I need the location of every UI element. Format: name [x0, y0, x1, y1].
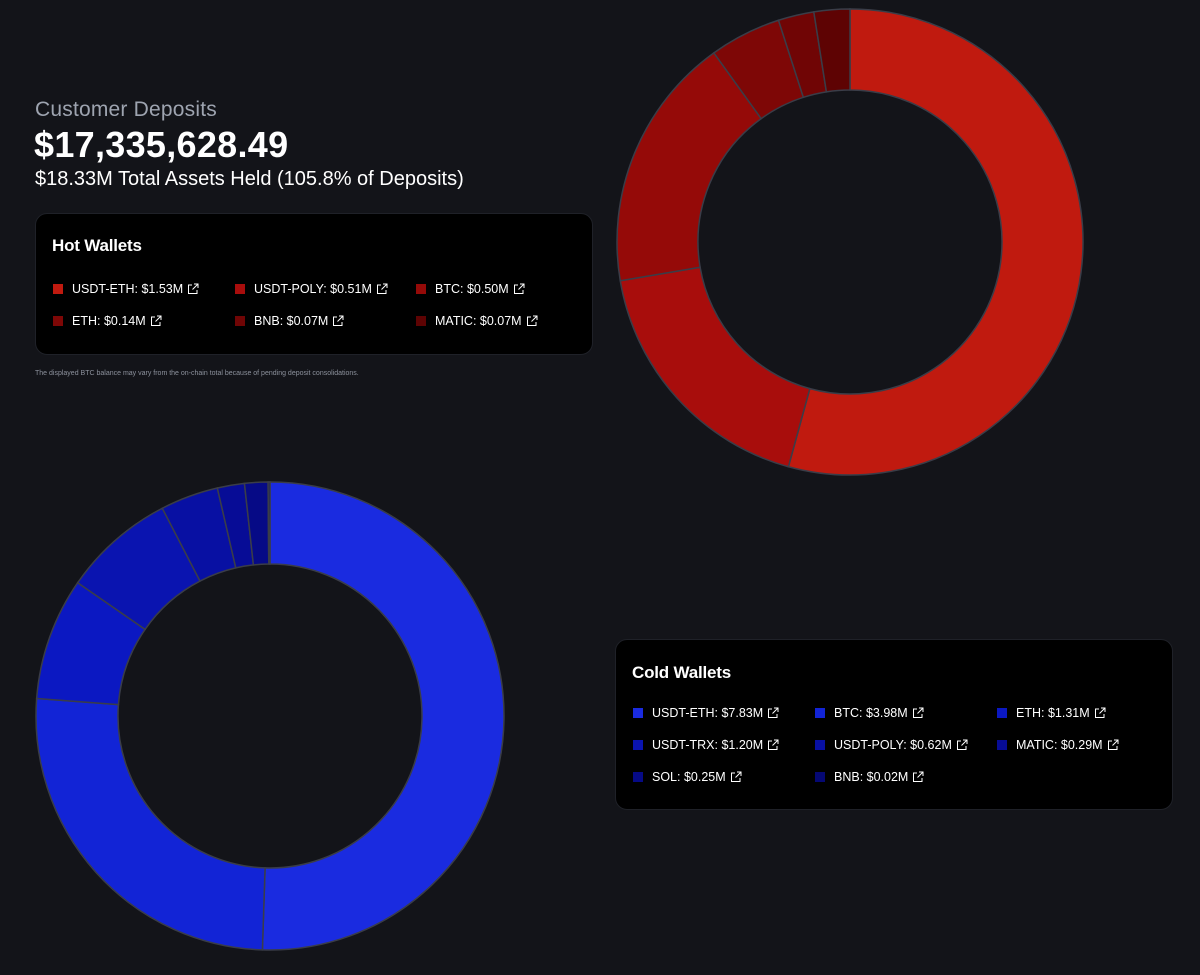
hot-wallets-legend: USDT-ETH: $1.53M USDT-POLY: $0.51M BTC: $0… — [53, 273, 576, 337]
external-link-icon[interactable] — [150, 315, 162, 327]
legend-item[interactable]: USDT-TRX: $1.20M — [633, 729, 815, 761]
legend-label: USDT-ETH: $1.53M — [72, 282, 184, 296]
legend-label: ETH: $0.14M — [72, 314, 146, 328]
legend-swatch — [416, 316, 426, 326]
legend-label: BNB: $0.02M — [834, 770, 909, 784]
external-link-icon[interactable] — [956, 739, 968, 751]
legend-label: SOL: $0.25M — [652, 770, 726, 784]
legend-swatch — [235, 316, 245, 326]
legend-swatch — [235, 284, 245, 294]
donut-slice-bnb[interactable] — [267, 481, 271, 565]
legend-item[interactable]: BNB: $0.02M — [815, 761, 997, 793]
legend-label: MATIC: $0.29M — [1016, 738, 1103, 752]
external-link-icon[interactable] — [730, 771, 742, 783]
legend-swatch — [997, 708, 1007, 718]
legend-swatch — [53, 316, 63, 326]
donut-slice-matic[interactable] — [812, 8, 851, 93]
legend-item[interactable]: USDT-POLY: $0.51M — [235, 273, 416, 305]
legend-swatch — [633, 740, 643, 750]
legend-item[interactable]: USDT-POLY: $0.62M — [815, 729, 997, 761]
external-link-icon[interactable] — [912, 771, 924, 783]
hot-wallets-donut — [616, 8, 1084, 476]
external-link-icon[interactable] — [1107, 739, 1119, 751]
total-deposits: $17,335,628.49 — [34, 124, 289, 165]
legend-swatch — [633, 708, 643, 718]
legend-item[interactable]: SOL: $0.25M — [633, 761, 815, 793]
donut-slice-usdt-eth[interactable] — [787, 8, 1084, 476]
legend-swatch — [815, 708, 825, 718]
external-link-icon[interactable] — [526, 315, 538, 327]
legend-label: USDT-TRX: $1.20M — [652, 738, 764, 752]
donut-slice-usdt-poly[interactable] — [619, 266, 811, 468]
legend-swatch — [815, 772, 825, 782]
hot-wallets-title: Hot Wallets — [52, 236, 142, 255]
external-link-icon[interactable] — [1094, 707, 1106, 719]
legend-label: MATIC: $0.07M — [435, 314, 522, 328]
legend-swatch — [815, 740, 825, 750]
external-link-icon[interactable] — [332, 315, 344, 327]
cold-wallets-donut — [35, 481, 505, 951]
legend-label: USDT-POLY: $0.62M — [834, 738, 952, 752]
donut-slice-btc[interactable] — [35, 697, 266, 951]
legend-swatch — [997, 740, 1007, 750]
legend-swatch — [416, 284, 426, 294]
legend-label: USDT-POLY: $0.51M — [254, 282, 372, 296]
external-link-icon[interactable] — [513, 283, 525, 295]
legend-item[interactable]: BTC: $0.50M — [416, 273, 576, 305]
cold-wallets-legend: USDT-ETH: $7.83M BTC: $3.98M ETH: $1.31M US… — [633, 697, 1157, 793]
hot-wallets-panel: Hot Wallets USDT-ETH: $1.53M USDT-POLY: $… — [35, 213, 593, 355]
cold-wallets-panel: Cold Wallets USDT-ETH: $7.83M BTC: $3.98M… — [615, 639, 1173, 810]
external-link-icon[interactable] — [767, 739, 779, 751]
legend-item[interactable]: MATIC: $0.07M — [416, 305, 576, 337]
legend-item[interactable]: USDT-ETH: $7.83M — [633, 697, 815, 729]
legend-swatch — [633, 772, 643, 782]
legend-label: BNB: $0.07M — [254, 314, 329, 328]
external-link-icon[interactable] — [187, 283, 199, 295]
legend-label: BTC: $3.98M — [834, 706, 908, 720]
total-assets-line: $18.33M Total Assets Held (105.8% of Dep… — [35, 168, 464, 190]
legend-item[interactable]: BTC: $3.98M — [815, 697, 997, 729]
legend-item[interactable]: BNB: $0.07M — [235, 305, 416, 337]
btc-balance-note: The displayed BTC balance may vary from … — [35, 370, 359, 377]
legend-swatch — [53, 284, 63, 294]
cold-wallets-title: Cold Wallets — [632, 663, 731, 682]
donut-slice-usdt-eth[interactable] — [261, 481, 505, 951]
legend-label: USDT-ETH: $7.83M — [652, 706, 764, 720]
legend-item[interactable]: ETH: $1.31M — [997, 697, 1157, 729]
external-link-icon[interactable] — [767, 707, 779, 719]
external-link-icon[interactable] — [376, 283, 388, 295]
external-link-icon[interactable] — [912, 707, 924, 719]
legend-item[interactable]: MATIC: $0.29M — [997, 729, 1157, 761]
page-subtitle: Customer Deposits — [35, 98, 217, 121]
legend-item[interactable]: USDT-ETH: $1.53M — [53, 273, 235, 305]
legend-label: ETH: $1.31M — [1016, 706, 1090, 720]
legend-item[interactable]: ETH: $0.14M — [53, 305, 235, 337]
legend-label: BTC: $0.50M — [435, 282, 509, 296]
